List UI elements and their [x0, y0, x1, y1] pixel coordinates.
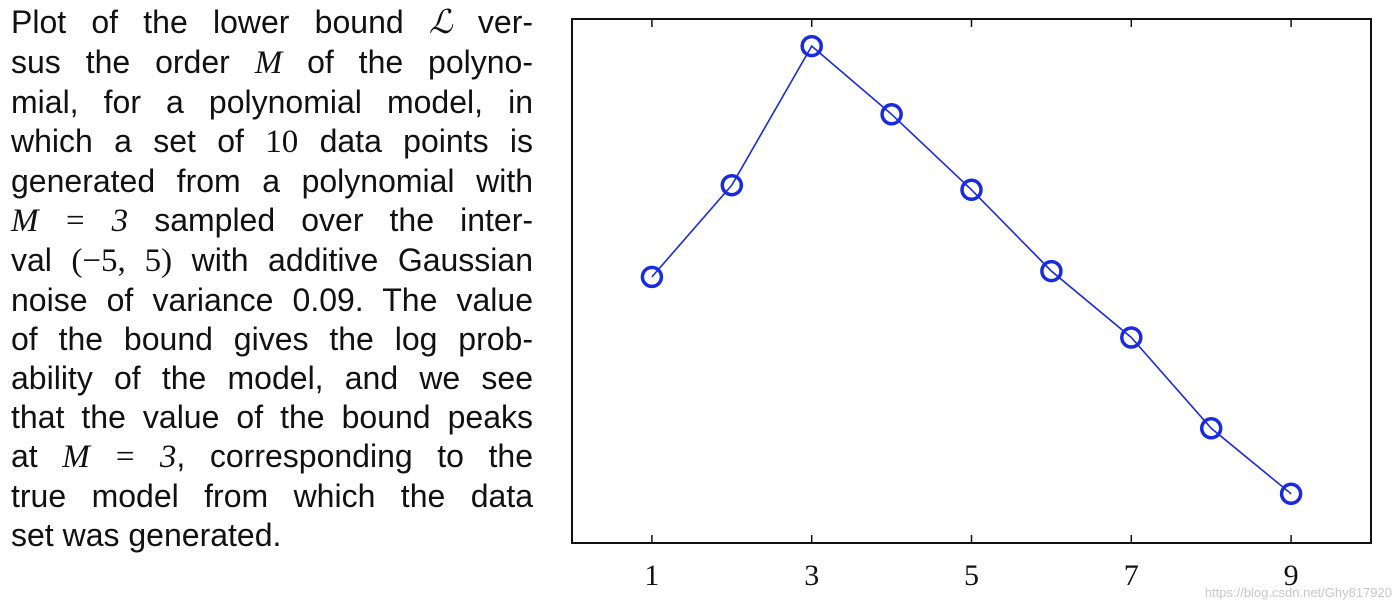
watermark: https://blog.csdn.net/Ghy817920 — [1204, 585, 1392, 600]
data-point-m4 — [880, 103, 903, 126]
caption-line-4: which a set of 10 data points is — [11, 122, 533, 162]
data-point-m1 — [640, 265, 664, 289]
math-equation: M = 3 — [62, 439, 177, 475]
caption-text: of the bound gives the log prob- — [11, 321, 533, 357]
caption-line-1: Plot of the lower bound ℒ ver- — [11, 3, 533, 43]
math-number: 10 — [265, 124, 299, 160]
x-tick-label-7: 7 — [1124, 559, 1139, 592]
series-line-0 — [651, 44, 1292, 495]
caption-line-9: of the bound gives the log prob- — [11, 320, 533, 359]
caption-text: val — [11, 242, 72, 278]
caption-text: noise of variance 0.09. The value — [11, 282, 533, 318]
caption-text: ver- — [452, 4, 534, 40]
caption-text: generated from a polynomial with — [11, 163, 533, 199]
data-point-m5 — [960, 178, 983, 202]
caption-text: sampled over the inter- — [128, 202, 533, 238]
data-point-m3 — [800, 34, 823, 58]
caption-text: with additive Gaussian — [172, 242, 533, 278]
x-tick-label-1: 1 — [644, 559, 659, 592]
caption-line-3: mial, for a polynomial model, in — [11, 83, 533, 122]
x-tick-label-9: 9 — [1284, 559, 1299, 592]
x-axis-tick-labels: 1 3 5 7 9 — [644, 559, 1298, 592]
caption-line-13: true model from which the data — [11, 477, 533, 516]
caption-text: true model from which the data — [11, 478, 533, 514]
caption-line-8: noise of variance 0.09. The value — [11, 281, 533, 320]
x-tick-label-5: 5 — [964, 559, 979, 592]
caption-text: ability of the model, and we see — [11, 360, 533, 396]
caption-line-11: that the value of the bound peaks — [11, 398, 533, 437]
x-tick-label-3: 3 — [804, 559, 819, 592]
caption-text: that the value of the bound peaks — [11, 399, 533, 435]
caption-line-2: sus the order M of the polyno- — [11, 43, 533, 83]
caption-text: , corresponding to the — [176, 438, 533, 474]
math-order-symbol: M — [254, 45, 283, 81]
caption-line-12: at M = 3, corresponding to the — [11, 437, 533, 477]
math-equation: M = 3 — [11, 203, 129, 239]
plot-frame — [571, 18, 1372, 544]
data-point-m6 — [1040, 259, 1063, 283]
data-point-m7 — [1120, 326, 1143, 349]
caption-line-5: generated from a polynomial with — [11, 162, 533, 201]
caption-line-10: ability of the model, and we see — [11, 359, 533, 398]
math-interval: (−5, 5) — [71, 243, 173, 279]
caption-text: which a set of — [11, 123, 266, 159]
data-point-m8 — [1199, 417, 1223, 440]
series-group — [640, 34, 1303, 506]
caption-text: of the polyno- — [282, 44, 534, 80]
caption-text: data points is — [298, 123, 534, 159]
caption-line-14: set was generated. — [11, 516, 533, 555]
caption-line-6: M = 3 sampled over the inter- — [11, 201, 533, 241]
caption-text: set was generated. — [11, 517, 282, 553]
figure-caption: Plot of the lower bound ℒ ver- sus the o… — [11, 3, 533, 555]
caption-text: at — [11, 438, 63, 474]
data-point-m9 — [1279, 482, 1303, 506]
data-point-m2 — [720, 173, 744, 197]
x-axis-ticks — [651, 19, 1292, 543]
math-lower-bound-symbol: ℒ — [428, 5, 453, 41]
caption-text: Plot of the lower bound — [11, 4, 429, 40]
caption-text: sus the order — [11, 44, 255, 80]
caption-text: mial, for a polynomial model, in — [11, 84, 533, 120]
caption-line-7: val (−5, 5) with additive Gaussian — [11, 241, 533, 281]
